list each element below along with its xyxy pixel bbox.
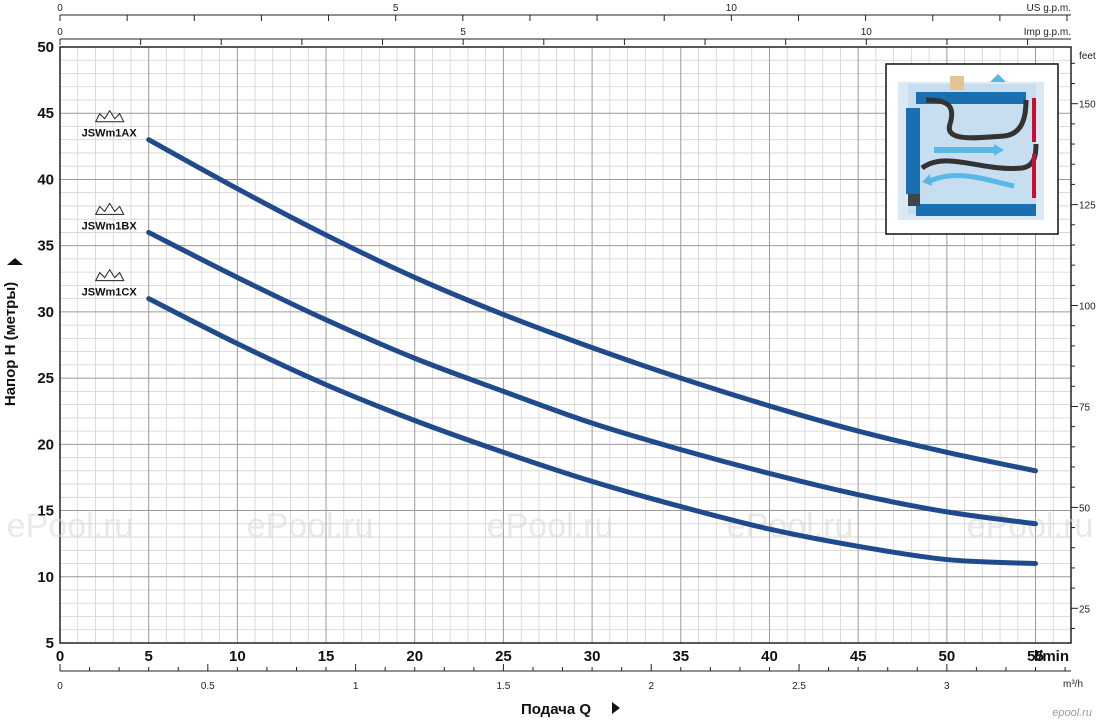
y-tick-label: 20 — [37, 436, 54, 453]
y-axis-arrow-icon — [7, 258, 23, 265]
x-tick-label: 5 — [145, 648, 153, 665]
x-tick-label: 50 — [938, 648, 955, 665]
x-tick-label: 45 — [850, 648, 867, 665]
watermark-text: ePool.ru — [247, 507, 374, 545]
watermark-text: ePool.ru — [7, 507, 134, 545]
x-tick-label: 15 — [318, 648, 335, 665]
feet-tick-label: 50 — [1079, 503, 1091, 514]
y-tick-label: 30 — [37, 304, 54, 321]
imp-gpm-tick-label: 5 — [460, 27, 466, 38]
m3h-tick-label: 1 — [353, 681, 359, 692]
feet-tick-label: 125 — [1079, 201, 1096, 212]
us-gpm-tick-label: 10 — [726, 3, 738, 14]
site-watermark: epool.ru — [1052, 707, 1092, 719]
feet-tick-label: 75 — [1079, 402, 1091, 413]
x-axis-arrow-icon — [612, 702, 620, 714]
x-tick-label: 35 — [672, 648, 689, 665]
series-label-JSWm1BX: JSWm1BX — [82, 220, 138, 232]
plot-frame — [59, 46, 1072, 644]
bottom-axes: 0 5 10 15 20 25 30 35 40 45 50 55l/min 0 0.5 1 1.5 2 2.5 3… — [56, 648, 1083, 692]
y-tick-label: 15 — [37, 503, 54, 520]
x-tick-label: 20 — [406, 648, 423, 665]
x-tick-label: 30 — [584, 648, 601, 665]
m3h-tick-label: 2.5 — [792, 681, 806, 692]
y-tick-label: 35 — [37, 238, 54, 255]
imp-gpm-tick-label: 10 — [861, 27, 873, 38]
x-unit-label: l/min — [1034, 648, 1069, 665]
m3h-unit-label: m³/h — [1063, 679, 1083, 690]
feet-tick-label: 150 — [1079, 100, 1096, 111]
crown-icon — [94, 202, 125, 215]
pump-cross-section-illustration — [885, 63, 1059, 235]
series-line-JSWm1AX — [146, 137, 1039, 474]
m3h-tick-label: 0.5 — [201, 681, 215, 692]
y-tick-label: 50 — [37, 39, 54, 56]
crown-icon — [94, 268, 125, 282]
minor-grid — [60, 47, 1071, 643]
x-axis-title: Подача Q — [521, 701, 591, 718]
right-axis: 25 50 75 100 125 150 feet — [1071, 51, 1096, 629]
m3h-tick-label: 0 — [57, 681, 63, 692]
feet-tick-label: 25 — [1079, 604, 1091, 615]
watermark-text: ePool.ru — [487, 507, 614, 545]
y-tick-label: 40 — [37, 171, 54, 188]
m3h-tick-label: 3 — [944, 681, 950, 692]
series-label-JSWm1CX: JSWm1CX — [82, 287, 138, 299]
x-tick-label: 55 — [1027, 648, 1044, 665]
series-label-JSWm1AX: JSWm1AX — [82, 128, 138, 140]
watermark-layer: ePool.ru ePool.ru ePool.ru ePool.ru ePool.ru — [7, 507, 1094, 545]
y-tick-label: 10 — [37, 569, 54, 586]
x-tick-label: 25 — [495, 648, 512, 665]
m3h-tick-label: 2 — [648, 681, 654, 692]
y-tick-label: 45 — [37, 105, 54, 122]
watermark-text: ePool.ru — [967, 507, 1094, 545]
crown-icon — [94, 109, 125, 123]
x-tick-label: 10 — [229, 648, 246, 665]
series-line-JSWm1BX — [146, 229, 1039, 527]
us-gpm-unit-label: US g.p.m. — [1027, 3, 1071, 14]
series-line-JSWm1CX — [146, 296, 1039, 567]
y-axis-title: Напор H (метры) — [2, 282, 19, 406]
y-tick-label: 5 — [46, 635, 54, 652]
x-tick-label: 40 — [761, 648, 778, 665]
feet-tick-label: 100 — [1079, 302, 1096, 313]
feet-unit-label: feet — [1079, 51, 1096, 62]
m3h-tick-label: 1.5 — [496, 681, 510, 692]
left-axis: 5 10 15 20 25 30 35 40 45 50 — [37, 39, 54, 652]
y-tick-label: 25 — [37, 370, 54, 387]
us-gpm-tick-label: 0 — [57, 3, 63, 14]
x-tick-label: 0 — [56, 648, 64, 665]
imp-gpm-tick-label: 0 — [57, 27, 63, 38]
top-axes: 0 5 10 US g.p.m. 0 5 10 Imp g.p.m. — [57, 3, 1071, 45]
series-layer — [146, 137, 1039, 567]
imp-gpm-unit-label: Imp g.p.m. — [1024, 27, 1071, 38]
us-gpm-tick-label: 5 — [393, 3, 399, 14]
pump-labels: JSWm1AX JSWm1BX JSWm1CX — [82, 109, 138, 299]
